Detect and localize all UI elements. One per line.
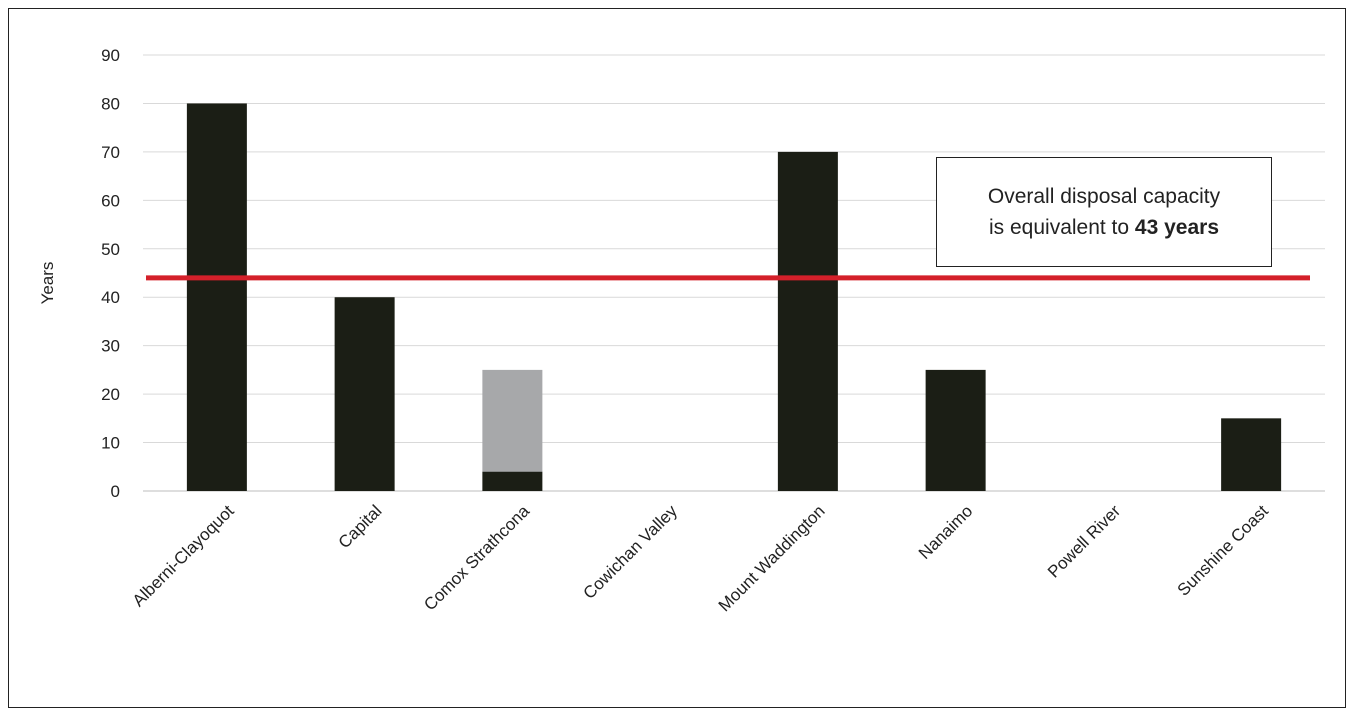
y-axis-label: Years — [38, 262, 57, 305]
gridlines — [143, 54, 1325, 492]
x-category-label: Powell River — [1044, 501, 1124, 581]
x-category-label: Cowichan Valley — [580, 501, 682, 603]
x-category-label: Nanaimo — [915, 501, 977, 563]
y-tick-label: 0 — [111, 482, 120, 501]
callout-emphasis: 43 years — [1134, 216, 1220, 239]
bar-alberni-clayoquot-series-1 — [186, 103, 247, 491]
bar-nanaimo-series-1 — [925, 369, 986, 491]
x-category-label: Comox Strathcona — [420, 501, 533, 614]
y-tick-label: 80 — [101, 94, 120, 113]
x-category-label: Sunshine Coast — [1174, 501, 1272, 599]
y-axis-ticks: 0 10 20 30 40 50 60 70 80 90 — [101, 46, 120, 501]
y-tick-label: 50 — [101, 240, 120, 259]
x-axis-categories: Alberni-Clayoquot Capital Comox Strathcona… — [129, 501, 1272, 615]
x-category-label: Alberni-Clayoquot — [129, 501, 238, 610]
y-tick-label: 90 — [101, 46, 120, 65]
y-tick-label: 70 — [101, 143, 120, 162]
callout-line-2-prefix: is equivalent to — [988, 216, 1135, 239]
y-tick-label: 60 — [101, 191, 120, 210]
bars — [186, 103, 1282, 491]
callout-line-1: Overall disposal capacity — [987, 184, 1221, 208]
callout-box: Overall disposal capacity is equivalent … — [936, 157, 1272, 267]
bar-mount-waddington-series-1 — [777, 151, 838, 491]
bar-sunshine-coast-series-1 — [1221, 418, 1282, 491]
y-tick-label: 10 — [101, 434, 120, 453]
bar-capital-series-1 — [334, 297, 395, 491]
bar-comox-strathcona-series-2 — [482, 369, 543, 472]
x-category-label: Mount Waddington — [715, 501, 829, 615]
y-tick-label: 20 — [101, 385, 120, 404]
x-category-label: Capital — [335, 501, 386, 552]
y-tick-label: 40 — [101, 288, 120, 307]
y-tick-label: 30 — [101, 337, 120, 356]
callout-line-2: is equivalent to 43 years — [989, 212, 1219, 244]
bar-comox-strathcona-series-1 — [482, 471, 543, 491]
